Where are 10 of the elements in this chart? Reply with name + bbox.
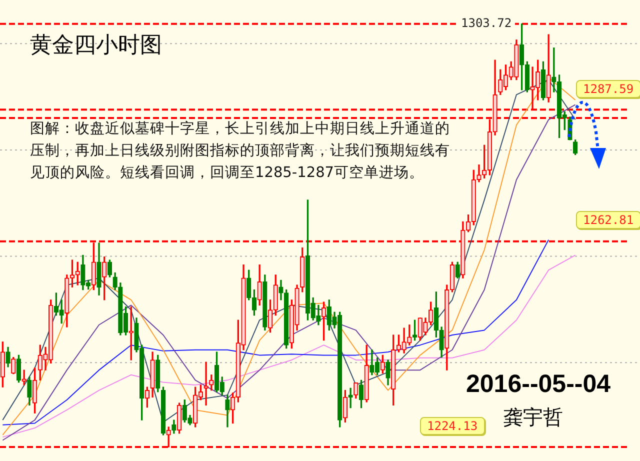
annotation: 图解：收盘近似墓碑十字星，长上引线加上中期日线上升通道的压制，再加上日线级别附图指标的顶部背离，让我们预期短线有见顶的风险。短线看回调，回调至1285-1287可空单进场。 bbox=[30, 120, 451, 183]
ref-line-label: 1303.72 bbox=[458, 14, 515, 31]
annotation: 龚宇哲 bbox=[503, 404, 563, 431]
ref-line-label: 1262.81 bbox=[576, 211, 640, 230]
candlestick bbox=[348, 388, 353, 408]
candlestick bbox=[204, 362, 208, 406]
ref-line-label: 1224.13 bbox=[420, 417, 485, 436]
ref-line-label: 1287.59 bbox=[576, 80, 640, 98]
text: 黄金四小时图 bbox=[30, 32, 162, 60]
annotation: 2016--05--04 bbox=[466, 370, 611, 399]
